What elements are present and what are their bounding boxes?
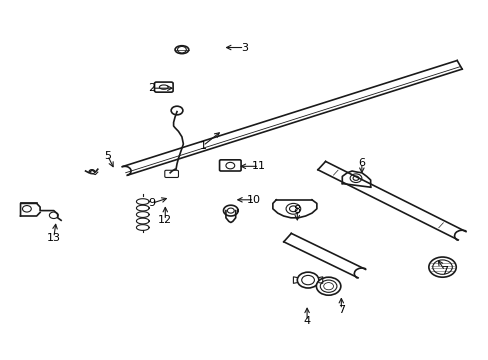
Text: 7: 7 — [337, 305, 344, 315]
FancyBboxPatch shape — [164, 170, 178, 177]
Text: 3: 3 — [241, 42, 247, 53]
Text: 5: 5 — [104, 150, 111, 161]
Circle shape — [428, 257, 455, 277]
Circle shape — [171, 106, 183, 115]
Circle shape — [177, 46, 186, 53]
Text: 6: 6 — [358, 158, 365, 168]
Text: 11: 11 — [252, 161, 265, 171]
FancyBboxPatch shape — [219, 160, 241, 171]
Circle shape — [323, 283, 333, 290]
Text: 1: 1 — [199, 141, 206, 151]
Text: 9: 9 — [148, 198, 155, 208]
Text: 2: 2 — [148, 83, 155, 93]
Ellipse shape — [175, 46, 188, 54]
Circle shape — [301, 275, 314, 285]
Circle shape — [316, 277, 340, 295]
Circle shape — [297, 272, 318, 288]
FancyBboxPatch shape — [154, 82, 173, 92]
Text: 13: 13 — [47, 233, 61, 243]
Text: 7: 7 — [441, 266, 447, 276]
Circle shape — [320, 280, 336, 292]
Text: 10: 10 — [247, 195, 261, 205]
Text: 8: 8 — [293, 204, 300, 215]
Text: 12: 12 — [158, 215, 172, 225]
Text: 4: 4 — [303, 316, 310, 326]
Circle shape — [432, 260, 451, 274]
